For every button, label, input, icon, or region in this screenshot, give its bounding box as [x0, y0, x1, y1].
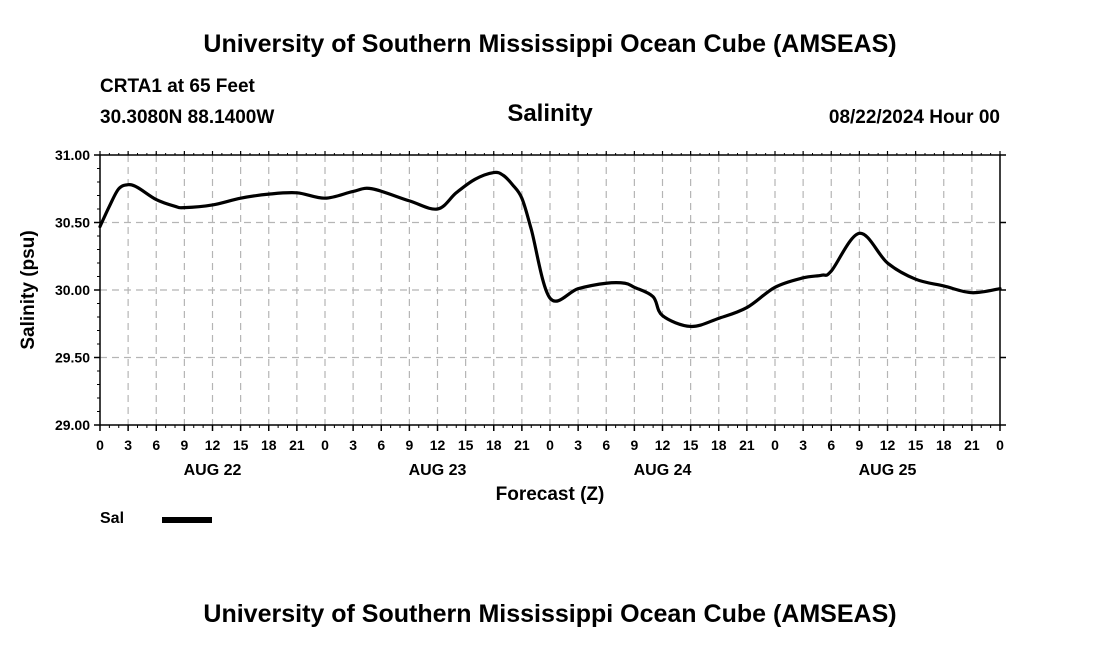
x-tick-label: 12 — [205, 437, 221, 453]
x-tick-label: 21 — [289, 437, 305, 453]
x-tick-label: 21 — [739, 437, 755, 453]
legend-swatch — [162, 517, 212, 523]
x-tick-label: 0 — [321, 437, 329, 453]
chart-subtitle: Salinity — [507, 100, 593, 127]
x-tick-label: 18 — [936, 437, 952, 453]
y-tick-label: 30.50 — [55, 215, 90, 231]
y-tick-label: 29.50 — [55, 350, 90, 366]
x-day-label: AUG 22 — [184, 462, 242, 479]
x-tick-label: 15 — [683, 437, 699, 453]
station-label: CRTA1 at 65 Feet — [100, 76, 255, 97]
chart-title-bottom: University of Southern Mississippi Ocean… — [203, 600, 897, 628]
x-tick-label: 15 — [908, 437, 924, 453]
x-tick-label: 21 — [964, 437, 980, 453]
x-day-label: AUG 24 — [634, 462, 692, 479]
x-tick-label: 15 — [233, 437, 249, 453]
x-tick-label: 21 — [514, 437, 530, 453]
y-axis-label: Salinity (psu) — [18, 230, 39, 349]
chart-grid — [100, 155, 1000, 425]
x-tick-label: 12 — [880, 437, 896, 453]
x-day-label: AUG 23 — [409, 462, 467, 479]
x-tick-label: 3 — [349, 437, 357, 453]
x-tick-label: 9 — [855, 437, 863, 453]
x-tick-label: 9 — [405, 437, 413, 453]
x-tick-label: 0 — [96, 437, 104, 453]
x-tick-label: 3 — [124, 437, 132, 453]
x-tick-label: 0 — [996, 437, 1004, 453]
chart-axes: 29.00 29.50 30.00 30.50 31.00 0 3 6 9 12 15 18 21 0 3 6… — [55, 147, 1006, 479]
y-tick-label: 29.00 — [55, 417, 90, 433]
x-tick-label: 0 — [771, 437, 779, 453]
x-tick-label: 3 — [799, 437, 807, 453]
x-tick-label: 12 — [430, 437, 446, 453]
x-tick-label: 6 — [152, 437, 160, 453]
y-tick-label: 30.00 — [55, 282, 90, 298]
chart-title-top: University of Southern Mississippi Ocean… — [203, 30, 897, 58]
x-tick-label: 18 — [486, 437, 502, 453]
x-tick-label: 15 — [458, 437, 474, 453]
legend-label: Sal — [100, 510, 125, 527]
series-line-salinity — [98, 170, 1002, 329]
x-tick-label: 0 — [546, 437, 554, 453]
station-coordinates: 30.3080N 88.1400W — [100, 107, 275, 128]
x-tick-label: 12 — [655, 437, 671, 453]
x-day-label: AUG 25 — [859, 462, 917, 479]
y-tick-label: 31.00 — [55, 147, 90, 163]
x-axis-label: Forecast (Z) — [496, 484, 605, 505]
x-tick-label: 18 — [711, 437, 727, 453]
x-tick-label: 9 — [630, 437, 638, 453]
forecast-date: 08/22/2024 Hour 00 — [828, 107, 1000, 128]
x-tick-label: 6 — [602, 437, 610, 453]
x-tick-label: 6 — [827, 437, 835, 453]
x-tick-label: 18 — [261, 437, 277, 453]
x-tick-label: 6 — [377, 437, 385, 453]
x-tick-label: 9 — [180, 437, 188, 453]
x-tick-label: 3 — [574, 437, 582, 453]
chart-series — [98, 170, 1002, 329]
